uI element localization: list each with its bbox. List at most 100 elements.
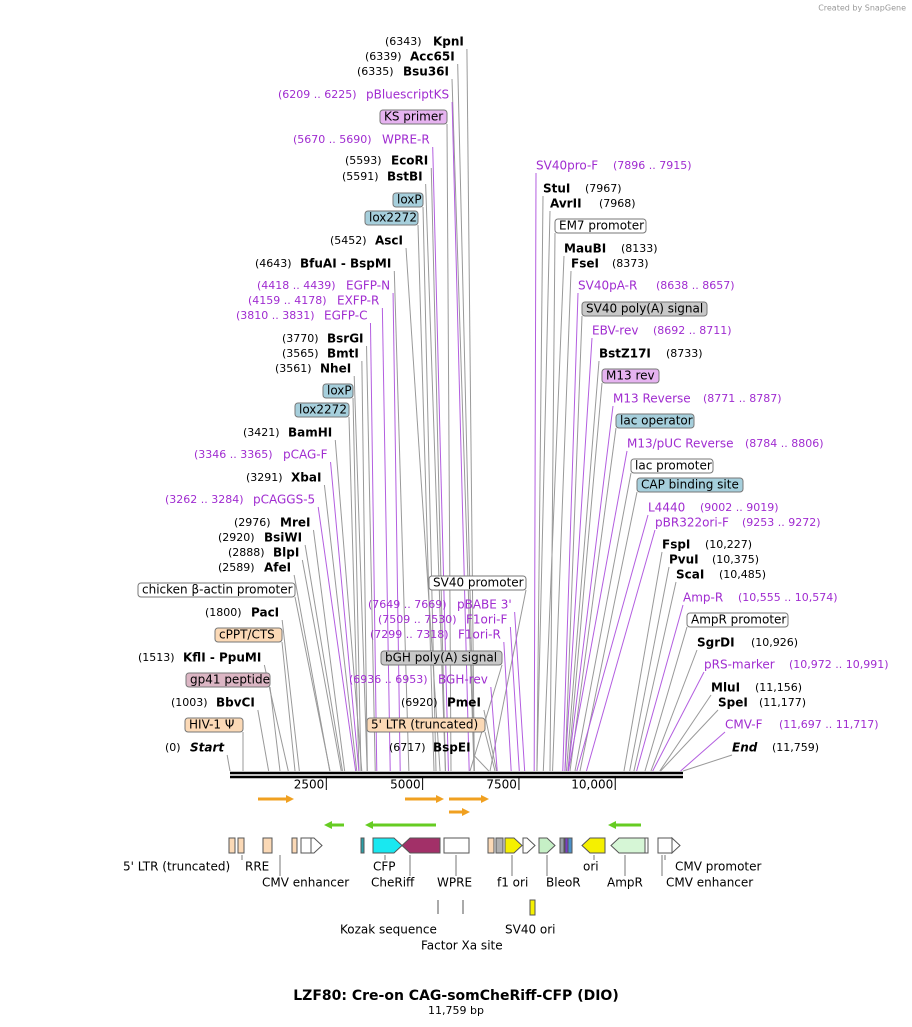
enzyme-name: Bsu36I [403, 65, 449, 79]
feature-label: SV40 poly(A) signal [586, 302, 703, 316]
position: (8692 .. 8711) [653, 324, 732, 337]
connector [659, 694, 712, 772]
enzyme-name: BlpI [273, 546, 299, 560]
position: (7299 .. 7318) [370, 628, 449, 641]
track-feature [401, 837, 441, 854]
position: (1800) [205, 606, 242, 619]
position: (3810 .. 3831) [236, 309, 315, 322]
position: (10,227) [705, 538, 752, 551]
track-feature [567, 837, 573, 854]
feature-box [364, 210, 419, 226]
feature-box [322, 383, 354, 399]
track-feature [291, 837, 298, 854]
feature-box [581, 301, 708, 317]
connector [514, 611, 526, 772]
position: (6335) [357, 65, 394, 78]
enzyme-name: EcoRI [391, 154, 428, 168]
connectors [226, 48, 733, 772]
track-label: f1 ori [497, 876, 528, 890]
connector [633, 581, 677, 772]
position: (8373) [612, 257, 649, 270]
position: (6936 .. 6953) [349, 673, 428, 686]
track-feature [644, 837, 649, 854]
primer-name: EGFP-C [324, 309, 367, 323]
connector [304, 544, 343, 772]
connector [417, 224, 435, 772]
feature-label: EM7 promoter [559, 219, 644, 233]
feature-label: HIV-1 Ψ [189, 718, 234, 732]
feature-label: loxP [327, 384, 352, 398]
position: (5593) [345, 154, 382, 167]
enzyme-name: MauBI [564, 242, 606, 256]
feature-box [214, 627, 283, 643]
feature-label: loxP [397, 193, 422, 207]
position: (8733) [666, 347, 703, 360]
feature-box [379, 109, 448, 125]
track-feature [237, 837, 245, 854]
position: (9253 .. 9272) [742, 516, 821, 529]
track-feature [671, 836, 681, 855]
connector [432, 146, 449, 772]
track-label: CMV enhancer [666, 876, 753, 890]
position: (8133) [621, 242, 658, 255]
position: (1513) [138, 651, 175, 664]
primer-name: EBV-rev [592, 324, 638, 338]
position: (7509 .. 7530) [378, 613, 457, 626]
enzyme-name: FseI [571, 257, 599, 271]
feature-box [294, 402, 350, 418]
enzyme-name: BsiWI [264, 531, 302, 545]
connector [361, 360, 368, 772]
position: (11,697 .. 11,717) [779, 718, 879, 731]
position: (6920) [401, 696, 438, 709]
track-feature [504, 837, 523, 854]
primer-arrow-head [462, 808, 470, 816]
connector [330, 461, 360, 772]
connector [536, 195, 544, 772]
feature-label: cPPT/CTS [219, 628, 275, 642]
connector [542, 255, 565, 772]
feature-box [636, 477, 744, 493]
enzyme-name: PmeI [447, 696, 481, 710]
title: LZF80: Cre-on CAG-somCheRiff-CFP (DIO) [293, 988, 618, 1004]
connector [301, 559, 342, 772]
connector [533, 172, 537, 772]
length: 11,759 bp [428, 1004, 484, 1017]
position: (7967) [585, 182, 622, 195]
feature-label: KS primer [384, 110, 443, 124]
feature-label: lox2272 [369, 211, 417, 225]
connector [366, 345, 376, 772]
enzyme-name: StuI [543, 182, 570, 196]
enzyme-name: BstBI [387, 170, 423, 184]
connector [660, 709, 719, 772]
enzyme-name: BstZ17I [599, 347, 651, 361]
enzyme-name: XbaI [291, 471, 321, 485]
position: (11,177) [759, 696, 806, 709]
connector [269, 686, 281, 772]
connector [680, 731, 726, 772]
enzyme-name: MluI [711, 681, 740, 695]
feature-box [554, 218, 647, 234]
feature-label: CAP binding site [641, 478, 739, 492]
track-label: Kozak sequence [340, 923, 437, 937]
position: (10,926) [751, 636, 798, 649]
position: (3262 .. 3284) [165, 493, 244, 506]
connector [352, 397, 362, 772]
connector [483, 709, 498, 772]
track-label: SV40 ori [505, 923, 556, 937]
track-feature [529, 899, 536, 916]
connector [623, 551, 663, 772]
track-label: CMV promoter [675, 860, 762, 874]
enzyme-name: ScaI [676, 568, 704, 582]
feature-box [392, 192, 424, 208]
primer-arrow-head [436, 795, 444, 803]
connector [552, 270, 572, 772]
position: (2976) [234, 516, 271, 529]
track-feature [581, 837, 606, 854]
enzyme-name: Acc65I [410, 50, 455, 64]
enzyme-name: FspI [662, 538, 690, 552]
position: (2920) [218, 531, 255, 544]
position: (10,375) [712, 553, 759, 566]
connector [629, 566, 670, 772]
connector [489, 589, 527, 772]
track-feature [538, 837, 556, 854]
